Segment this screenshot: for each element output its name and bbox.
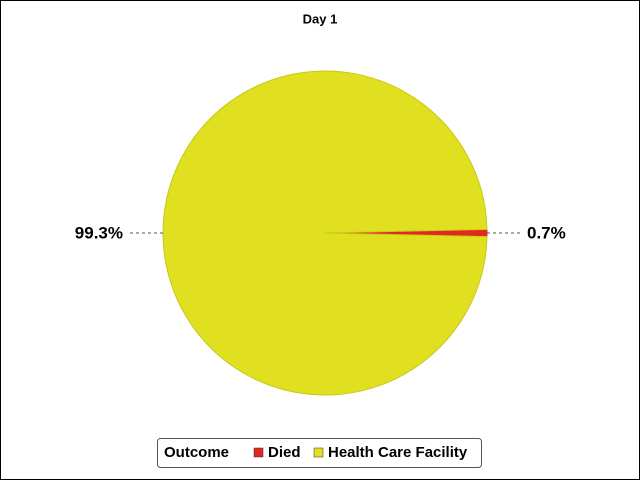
legend-swatch [253, 447, 264, 458]
legend-label: Health Care Facility [328, 444, 468, 461]
chart-title: Day 1 [303, 11, 338, 26]
legend-swatch [313, 447, 324, 458]
pie-slice [162, 70, 488, 396]
data-label: 0.7% [527, 223, 566, 242]
data-label: 99.3% [75, 223, 123, 242]
legend-label: Died [268, 444, 301, 461]
legend-title: Outcome [164, 444, 229, 461]
